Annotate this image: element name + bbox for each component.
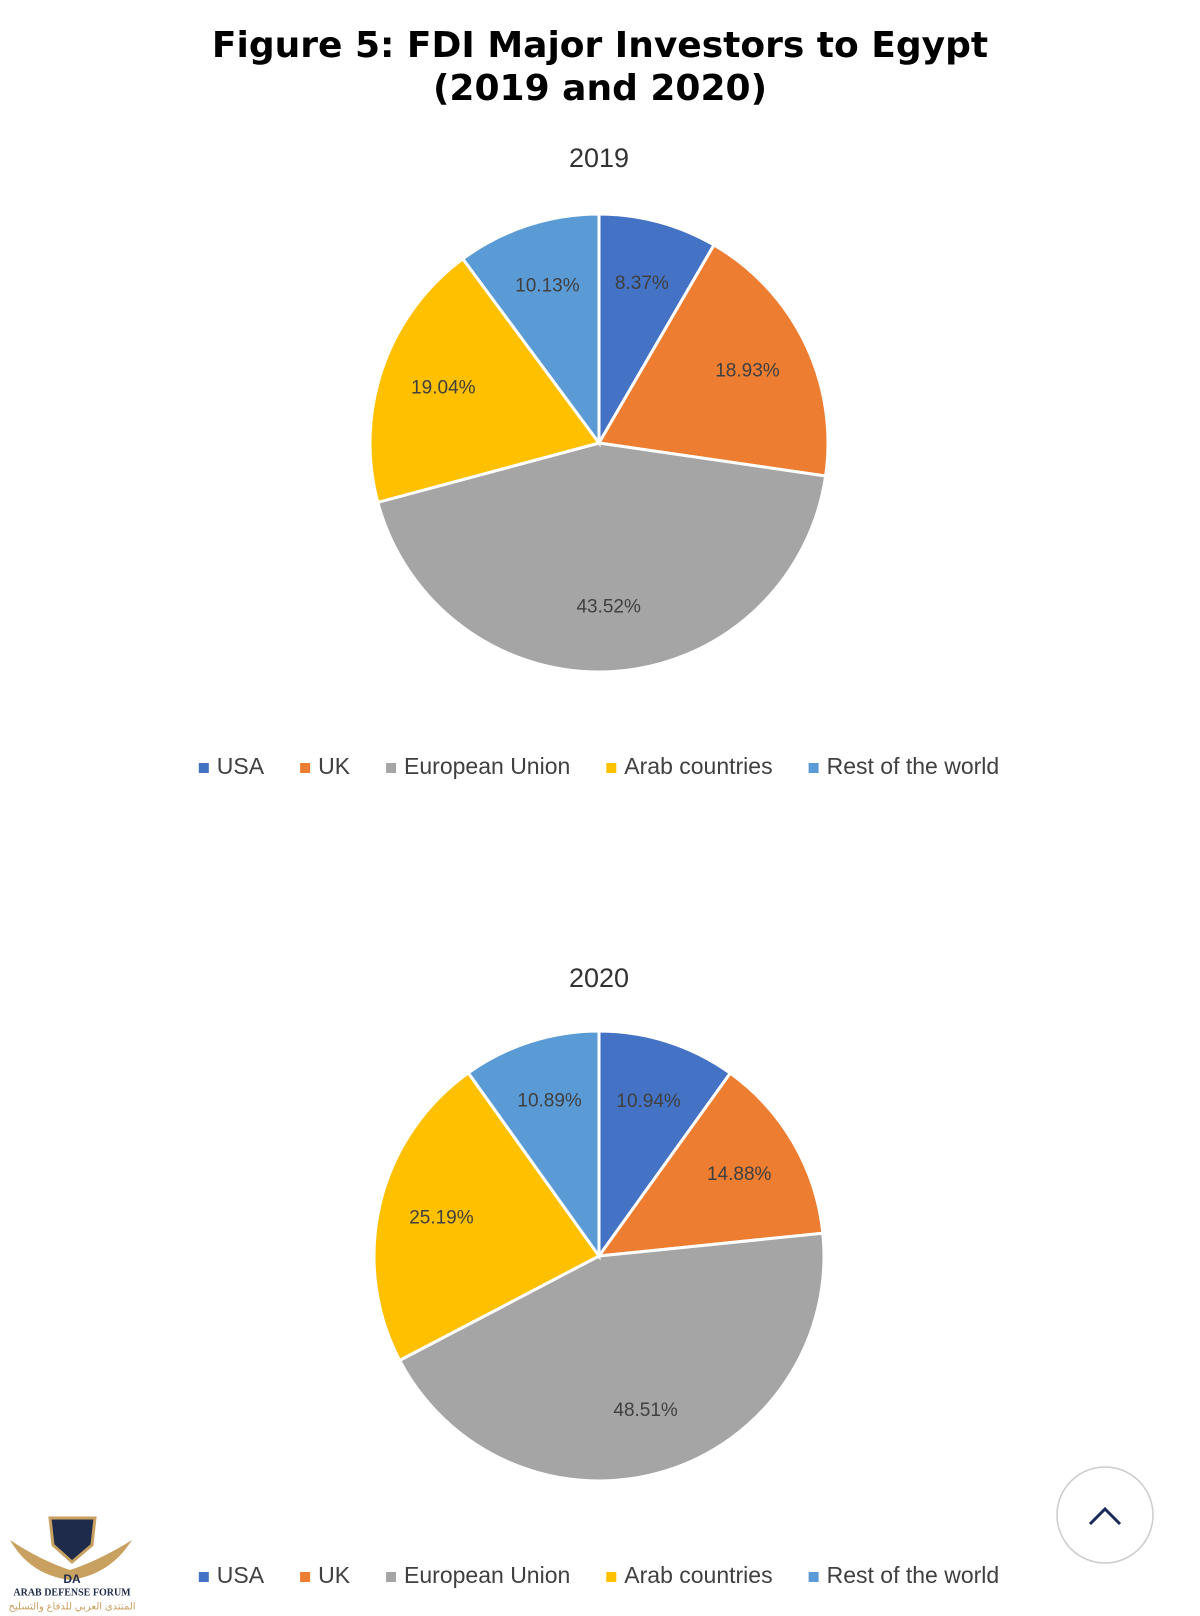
- data-label: 48.51%: [613, 1400, 678, 1421]
- legend: USA UK European Union Arab countries Rest of…: [198, 753, 1000, 779]
- pie-slice: [372, 1070, 602, 1363]
- data-label: 10.13%: [515, 275, 580, 296]
- legend-label: UK: [318, 753, 351, 779]
- legend-label: Arab countries: [624, 753, 772, 779]
- legend-swatch: [606, 763, 617, 773]
- data-label: 10.89%: [517, 1091, 582, 1112]
- legend-swatch: [300, 763, 311, 773]
- data-label: 18.93%: [715, 360, 780, 381]
- legend-swatch: [198, 763, 209, 773]
- pie-slice: [368, 256, 602, 505]
- legend-label: Rest of the world: [827, 753, 1000, 779]
- data-label: 10.94%: [616, 1091, 681, 1112]
- figure-title: Figure 5: FDI Major Investors to Egypt (…: [211, 25, 989, 109]
- pie-slice: [596, 242, 830, 478]
- scroll-top-icon: [1088, 1506, 1122, 1526]
- logo-shield: [48, 1516, 97, 1564]
- watermark: DA ARAB DEFENSE FORUM المنتدى العربي للد…: [8, 1516, 136, 1613]
- data-label: 8.37%: [615, 273, 669, 294]
- chart-title: 2019: [569, 143, 629, 173]
- pie-slice: [597, 1029, 733, 1261]
- pie-slice: [375, 441, 828, 674]
- legend-label: Arab countries: [624, 1562, 772, 1588]
- legend: USA UK European Union Arab countries Rest of…: [198, 1562, 1000, 1588]
- legend-swatch: [808, 763, 819, 773]
- legend-swatch: [386, 1572, 397, 1582]
- data-label: 14.88%: [707, 1164, 772, 1185]
- pie-slice: [466, 1029, 601, 1261]
- logo-wings: [10, 1540, 132, 1580]
- legend-label: European Union: [404, 1562, 570, 1588]
- legend-swatch: [606, 1572, 617, 1582]
- scroll-top-button[interactable]: [1056, 1466, 1154, 1564]
- logo-arabic: المنتدى العربي للدفاع والتسليح: [8, 1602, 135, 1613]
- logo-name: ARAB DEFENSE FORUM: [13, 1587, 131, 1598]
- pie-slice: [595, 1071, 825, 1258]
- legend-label: European Union: [404, 753, 570, 779]
- chart-title: 2020: [569, 963, 629, 993]
- legend-swatch: [300, 1572, 311, 1582]
- data-label: 25.19%: [409, 1207, 474, 1228]
- pie-slice: [397, 1231, 826, 1483]
- legend-swatch: [386, 763, 397, 773]
- logo-mark: DA: [63, 1572, 81, 1586]
- legend-label: UK: [318, 1562, 351, 1588]
- pie-slice: [460, 212, 601, 448]
- data-label: 19.04%: [411, 378, 476, 399]
- pie-slice: [597, 212, 717, 449]
- legend-label: USA: [217, 753, 265, 779]
- legend-label: Rest of the world: [827, 1562, 1000, 1588]
- legend-label: USA: [217, 1562, 265, 1588]
- data-label: 43.52%: [576, 597, 641, 618]
- legend-swatch: [198, 1572, 209, 1582]
- legend-swatch: [808, 1572, 819, 1582]
